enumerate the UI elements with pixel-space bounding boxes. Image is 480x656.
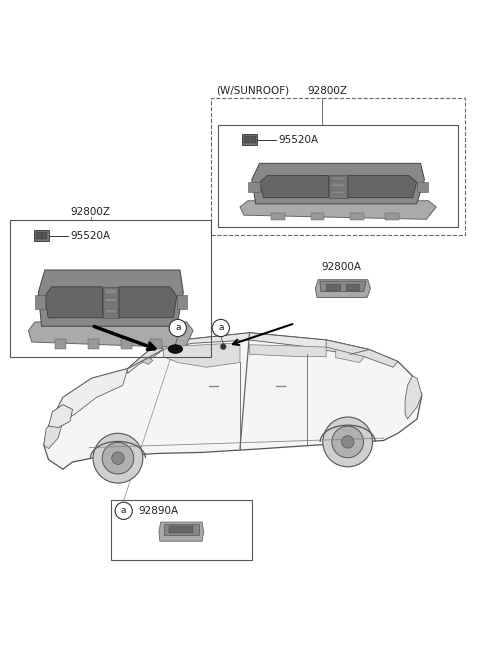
- Circle shape: [112, 452, 124, 464]
- Polygon shape: [336, 350, 364, 363]
- Bar: [164, 524, 199, 535]
- Bar: [36, 232, 42, 239]
- Bar: [329, 175, 347, 197]
- Polygon shape: [119, 287, 177, 318]
- Bar: [417, 182, 428, 192]
- Polygon shape: [250, 345, 326, 357]
- Bar: [42, 232, 48, 239]
- Text: a: a: [218, 323, 224, 333]
- Bar: [242, 134, 257, 145]
- Text: (W/SUNROOF): (W/SUNROOF): [216, 86, 289, 96]
- Bar: [55, 339, 66, 349]
- Polygon shape: [240, 201, 436, 219]
- Bar: [244, 136, 250, 144]
- Bar: [150, 339, 162, 349]
- Bar: [346, 283, 360, 290]
- Circle shape: [115, 502, 132, 520]
- Bar: [326, 283, 340, 290]
- Polygon shape: [45, 287, 103, 318]
- Polygon shape: [28, 322, 193, 348]
- Polygon shape: [348, 175, 417, 197]
- Bar: [10, 220, 211, 357]
- Bar: [211, 98, 465, 235]
- Bar: [248, 182, 260, 192]
- Ellipse shape: [168, 345, 182, 354]
- Circle shape: [169, 319, 186, 337]
- Polygon shape: [48, 405, 72, 428]
- Circle shape: [102, 442, 134, 474]
- Bar: [35, 295, 45, 310]
- Bar: [331, 183, 345, 186]
- Circle shape: [323, 417, 372, 467]
- Bar: [385, 213, 399, 220]
- Bar: [111, 501, 252, 560]
- Circle shape: [332, 426, 363, 458]
- Bar: [88, 339, 99, 349]
- Bar: [311, 213, 324, 220]
- Bar: [105, 308, 117, 313]
- Circle shape: [93, 434, 143, 483]
- Bar: [331, 191, 345, 194]
- Bar: [103, 287, 118, 318]
- Text: 95520A: 95520A: [70, 231, 110, 241]
- Bar: [34, 230, 48, 241]
- Circle shape: [220, 344, 226, 350]
- Bar: [271, 213, 285, 220]
- Text: 95520A: 95520A: [278, 134, 318, 144]
- Polygon shape: [405, 376, 422, 419]
- Polygon shape: [142, 358, 153, 364]
- Polygon shape: [159, 522, 204, 541]
- Bar: [331, 177, 345, 180]
- Bar: [218, 125, 458, 228]
- Text: 92800A: 92800A: [322, 262, 361, 272]
- Polygon shape: [38, 270, 183, 326]
- Bar: [120, 339, 132, 349]
- Polygon shape: [315, 279, 371, 297]
- Bar: [105, 289, 117, 294]
- Polygon shape: [44, 419, 63, 449]
- Text: 92800Z: 92800Z: [308, 86, 348, 96]
- Polygon shape: [158, 333, 369, 354]
- Text: a: a: [121, 506, 126, 516]
- Polygon shape: [252, 163, 424, 204]
- Polygon shape: [326, 340, 398, 367]
- Bar: [350, 213, 364, 220]
- Bar: [177, 295, 187, 310]
- Polygon shape: [56, 369, 128, 421]
- Bar: [105, 298, 117, 302]
- Polygon shape: [128, 342, 163, 373]
- Polygon shape: [163, 343, 240, 367]
- Polygon shape: [320, 281, 366, 291]
- Circle shape: [212, 319, 229, 337]
- Text: a: a: [175, 323, 180, 333]
- Circle shape: [341, 436, 354, 448]
- Polygon shape: [260, 175, 328, 197]
- Polygon shape: [44, 333, 422, 469]
- Bar: [169, 527, 193, 533]
- Text: 92800Z: 92800Z: [71, 207, 111, 217]
- Bar: [251, 136, 255, 144]
- Text: 92890A: 92890A: [139, 506, 179, 516]
